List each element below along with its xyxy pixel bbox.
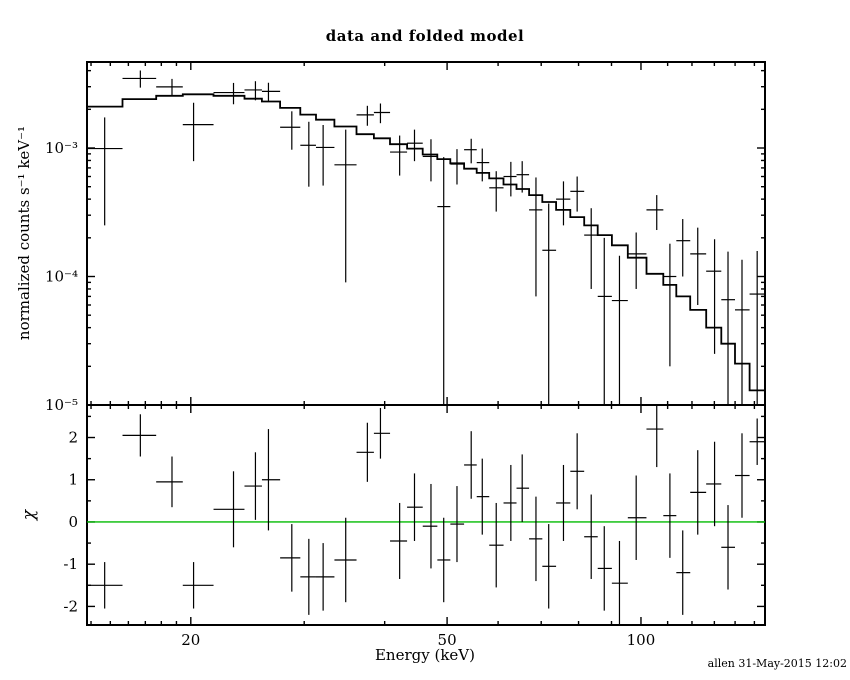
axis-ticks [87,62,765,625]
svg-text:10⁻⁵: 10⁻⁵ [45,396,78,414]
plot-title: data and folded model [325,27,525,45]
svg-text:50: 50 [438,631,457,649]
svg-text:20: 20 [181,631,200,649]
x-axis-label: Energy (keV) [374,646,475,664]
svg-text:-1: -1 [63,555,78,573]
svg-text:10⁻³: 10⁻³ [45,139,78,157]
timestamp: allen 31-May-2015 12:02 [707,657,847,670]
svg-text:10⁻⁴: 10⁻⁴ [45,268,78,286]
svg-text:2: 2 [68,429,78,447]
svg-text:100: 100 [627,631,656,649]
spectrum-data [87,70,765,405]
residuals-data [87,405,765,625]
y-axis-label-chi: χ [19,509,39,521]
svg-text:0: 0 [68,513,78,531]
y-axis-label-counts: normalized counts s⁻¹ keV⁻¹ [15,125,33,341]
svg-text:1: 1 [68,471,78,489]
model-histogram [87,93,765,392]
svg-text:-2: -2 [63,597,78,615]
tick-labels: 20 50 100 10⁻³ 10⁻⁴ 10⁻⁵ 2 1 0 -1 -2 [45,139,655,649]
plot-frame [86,61,766,626]
